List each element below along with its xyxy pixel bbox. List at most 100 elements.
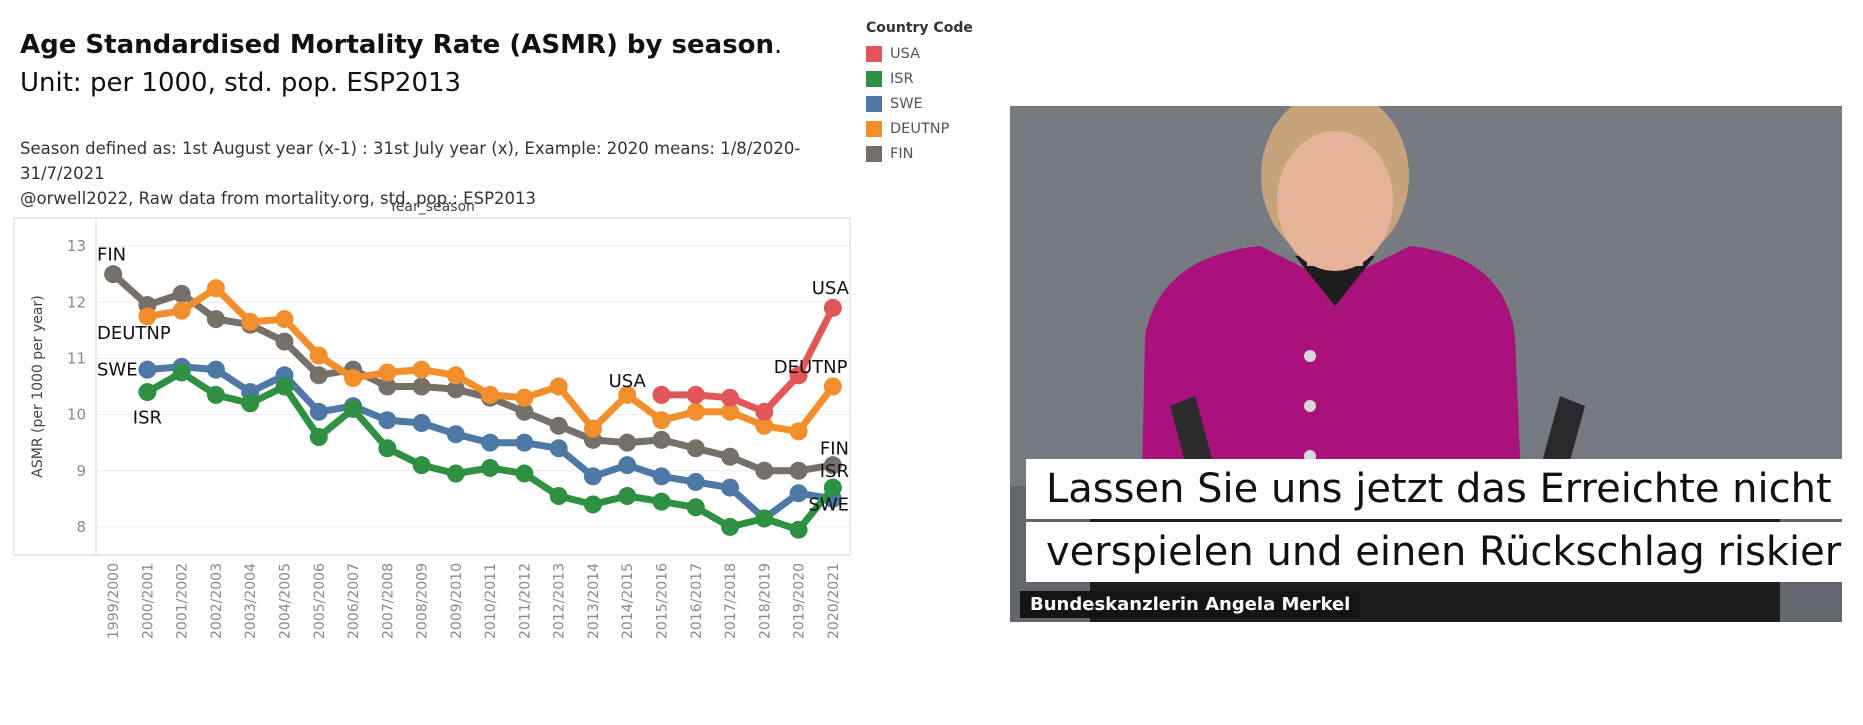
page-title: Age Standardised Mortality Rate (ASMR) b…	[20, 26, 820, 102]
data-point-isr	[686, 498, 705, 517]
legend-label: DEUTNP	[890, 120, 950, 137]
data-point-isr	[206, 385, 225, 404]
x-tick-label: 2000/2001	[140, 563, 156, 639]
data-point-fin	[104, 265, 123, 284]
data-point-isr	[138, 383, 157, 402]
x-tick-label: 2004/2005	[278, 563, 294, 639]
series-annotation: USA	[812, 278, 850, 299]
data-point-isr	[241, 394, 260, 413]
data-point-usa	[789, 366, 808, 385]
jacket-button	[1304, 400, 1316, 412]
x-tick-label: 2014/2015	[620, 563, 636, 639]
data-point-fin	[515, 402, 534, 421]
x-tick-label: 2012/2013	[552, 563, 568, 639]
data-point-swe	[686, 472, 705, 491]
data-point-isr	[583, 495, 602, 514]
data-point-swe	[515, 433, 534, 452]
data-point-isr	[549, 487, 568, 506]
data-point-deutnp	[309, 346, 328, 365]
x-tick-label: 2010/2011	[483, 563, 499, 639]
legend-label: SWE	[890, 95, 923, 112]
x-tick-label: 2006/2007	[346, 563, 362, 639]
series-annotation: ISR	[133, 407, 162, 428]
caption-line-2: verspielen und einen Rückschlag riskiere…	[1026, 522, 1842, 582]
legend-swatch	[866, 70, 882, 87]
legend: Country Code USA ISR SWE DEUTNP FIN	[866, 20, 973, 166]
x-tick-label: 2002/2003	[209, 563, 225, 639]
jacket-button	[1304, 350, 1316, 362]
legend-item-deutnp[interactable]: DEUTNP	[866, 116, 973, 141]
data-point-isr	[721, 517, 740, 536]
season-label: Season defined as:	[20, 139, 177, 158]
data-point-usa	[721, 388, 740, 407]
series-annotation: SWE	[808, 494, 849, 515]
data-point-fin	[686, 439, 705, 458]
legend-item-isr[interactable]: ISR	[866, 66, 973, 91]
data-point-deutnp	[206, 279, 225, 298]
news-photo: Lassen Sie uns jetzt das Erreichte nicht…	[1010, 106, 1842, 622]
data-point-deutnp	[618, 385, 637, 404]
data-point-isr	[618, 487, 637, 506]
legend-item-usa[interactable]: USA	[866, 41, 973, 66]
data-point-fin	[755, 461, 774, 480]
data-point-isr	[823, 478, 842, 497]
data-point-usa	[823, 298, 842, 317]
series-annotation: SWE	[97, 360, 138, 381]
legend-title: Country Code	[866, 20, 973, 36]
series-swe	[138, 357, 842, 528]
data-point-isr	[652, 492, 671, 511]
data-point-isr	[446, 464, 465, 483]
series-line-fin	[109, 270, 837, 475]
data-point-deutnp	[172, 301, 191, 320]
data-point-deutnp	[721, 402, 740, 421]
data-point-deutnp	[823, 377, 842, 396]
y-tick-label: 12	[67, 293, 86, 311]
legend-item-fin[interactable]: FIN	[866, 141, 973, 166]
data-point-isr	[172, 363, 191, 382]
x-tick-label: 2017/2018	[723, 563, 739, 639]
season-definition: Season defined as: 1st August year (x-1)…	[20, 136, 860, 186]
x-tick-label: 2007/2008	[380, 563, 396, 639]
y-axis-title: ASMR (per 1000 per year)	[30, 295, 46, 477]
data-point-fin	[652, 430, 671, 449]
legend-label: ISR	[890, 70, 914, 87]
legend-label: USA	[890, 45, 921, 62]
data-point-swe	[583, 467, 602, 486]
data-point-swe	[309, 402, 328, 421]
data-point-swe	[206, 360, 225, 379]
data-point-fin	[789, 461, 808, 480]
x-tick-label: 2020/2021	[826, 563, 842, 639]
data-point-fin	[172, 284, 191, 303]
x-tick-label: 2013/2014	[586, 563, 602, 639]
y-tick-label: 8	[76, 518, 86, 536]
data-point-deutnp	[412, 360, 431, 379]
data-point-fin	[446, 380, 465, 399]
x-tick-label: 2018/2019	[757, 563, 773, 639]
data-point-swe	[549, 439, 568, 458]
title-rest: . Unit: per 1000, std. pop. ESP2013	[20, 30, 783, 98]
legend-swatch	[866, 95, 882, 112]
data-point-fin	[721, 447, 740, 466]
plot-frame	[13, 217, 851, 556]
x-tick-label: 2009/2010	[449, 563, 465, 639]
data-point-fin	[412, 377, 431, 396]
speaker-face	[1277, 131, 1393, 271]
data-point-isr	[309, 428, 328, 447]
legend-swatch	[866, 145, 882, 162]
data-point-swe	[378, 411, 397, 430]
data-point-deutnp	[241, 312, 260, 331]
data-point-isr	[755, 509, 774, 528]
legend-item-swe[interactable]: SWE	[866, 91, 973, 116]
data-point-usa	[652, 385, 671, 404]
data-point-isr	[378, 439, 397, 458]
legend-label: FIN	[890, 145, 914, 162]
x-tick-label: 2019/2020	[792, 563, 808, 639]
data-point-swe	[721, 478, 740, 497]
data-point-swe	[138, 360, 157, 379]
data-point-deutnp	[481, 385, 500, 404]
series-deutnp	[138, 279, 842, 441]
data-point-deutnp	[275, 310, 294, 329]
y-tick-label: 11	[67, 349, 86, 367]
x-tick-label: 2008/2009	[415, 563, 431, 639]
x-tick-label: 2005/2006	[312, 563, 328, 639]
